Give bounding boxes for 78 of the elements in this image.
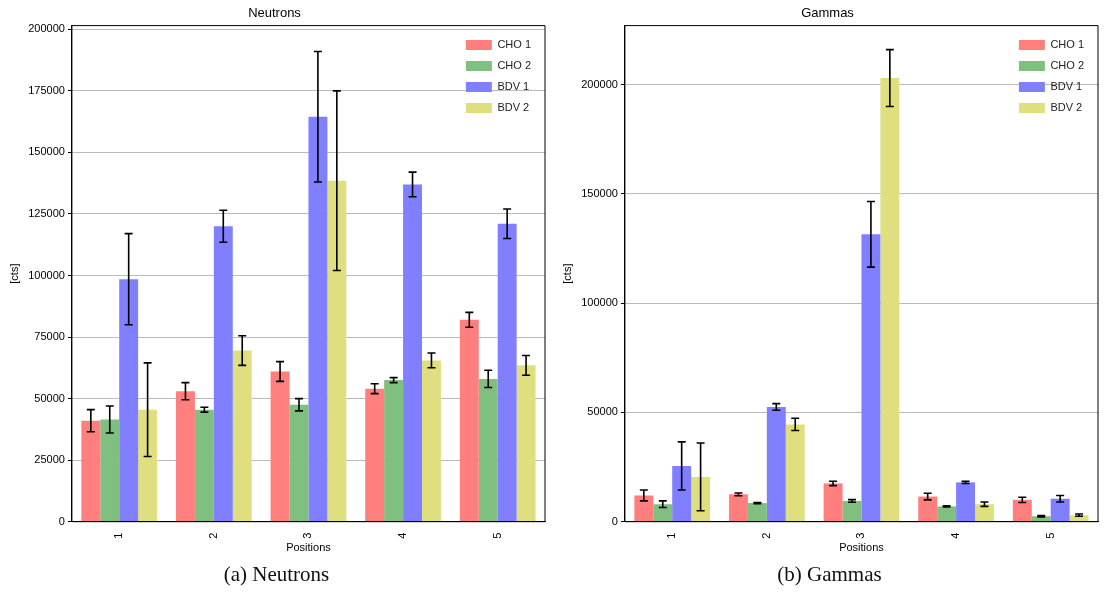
- x-tick-label: 4: [396, 532, 409, 539]
- bar: [270, 371, 290, 522]
- bar: [213, 226, 233, 522]
- legend-label: BDV 2: [1050, 101, 1083, 114]
- bar: [138, 409, 158, 522]
- y-tick-label: 100000: [581, 296, 618, 309]
- bar: [918, 496, 938, 522]
- bar: [175, 391, 195, 522]
- chart-title: Gammas: [801, 5, 855, 21]
- bar: [327, 180, 347, 522]
- y-tick-label: 0: [58, 514, 65, 527]
- bar: [1012, 499, 1032, 522]
- bar: [1050, 498, 1070, 522]
- y-tick-label: 50000: [34, 391, 65, 404]
- bar: [842, 500, 862, 522]
- bar: [100, 419, 120, 522]
- legend-label: CHO 2: [497, 59, 532, 72]
- x-tick-label: 1: [112, 532, 125, 539]
- bar: [119, 279, 139, 522]
- x-tick-label: 5: [1043, 532, 1056, 539]
- bar: [289, 404, 309, 522]
- bar: [747, 503, 767, 522]
- legend-label: BDV 2: [497, 101, 530, 114]
- y-tick-label: 200000: [581, 77, 618, 90]
- bar: [861, 234, 881, 522]
- bar: [880, 78, 900, 522]
- legend-label: BDV 1: [497, 80, 530, 93]
- x-tick-label: 2: [759, 532, 772, 539]
- y-tick-label: 200000: [28, 22, 65, 35]
- bar: [459, 319, 479, 522]
- x-axis-title: Positions: [839, 541, 885, 554]
- x-axis-title: Positions: [286, 541, 332, 554]
- chart-title: Neutrons: [248, 5, 302, 21]
- bar: [766, 406, 786, 522]
- y-tick-label: 150000: [581, 186, 618, 199]
- text: (b) Gammas: [776, 562, 883, 587]
- x-tick-label: 4: [949, 532, 962, 539]
- y-tick-label: 100000: [28, 268, 65, 281]
- legend-label: CHO 2: [1050, 59, 1085, 72]
- y-axis-title: [cts]: [560, 263, 573, 284]
- bar: [81, 420, 101, 522]
- y-tick-label: 175000: [28, 83, 65, 96]
- x-tick-label: 2: [206, 532, 219, 539]
- bar: [672, 465, 692, 522]
- x-tick-label: 1: [665, 532, 678, 539]
- bar: [308, 116, 328, 522]
- bar: [365, 388, 385, 522]
- bar: [691, 476, 711, 522]
- text: (a) Neutrons: [222, 562, 331, 587]
- bar: [634, 495, 654, 522]
- bar: [478, 378, 498, 522]
- bar: [516, 365, 536, 522]
- bar: [728, 494, 748, 522]
- bar: [823, 483, 843, 522]
- legend-label: BDV 1: [1050, 80, 1083, 93]
- bar: [956, 482, 975, 522]
- bar: [785, 424, 805, 522]
- x-tick-label: 3: [854, 532, 867, 539]
- bar: [403, 184, 422, 522]
- x-tick-label: 5: [490, 532, 503, 539]
- bar: [384, 380, 404, 522]
- bar: [497, 223, 517, 522]
- legend-label: CHO 1: [1050, 38, 1085, 51]
- x-tick-label: 3: [301, 532, 314, 539]
- bar: [653, 504, 673, 522]
- y-tick-label: 150000: [28, 145, 65, 158]
- legend-label: CHO 1: [497, 38, 532, 51]
- bar: [232, 350, 252, 522]
- y-tick-label: 75000: [34, 330, 65, 343]
- bar: [194, 409, 214, 522]
- y-axis-title: [cts]: [7, 263, 20, 284]
- y-tick-label: 25000: [34, 453, 65, 466]
- y-tick-label: 50000: [587, 405, 618, 418]
- bar: [422, 360, 441, 522]
- bar: [937, 506, 957, 522]
- y-tick-label: 125000: [28, 206, 65, 219]
- bar: [975, 504, 994, 522]
- y-tick-label: 0: [611, 514, 618, 527]
